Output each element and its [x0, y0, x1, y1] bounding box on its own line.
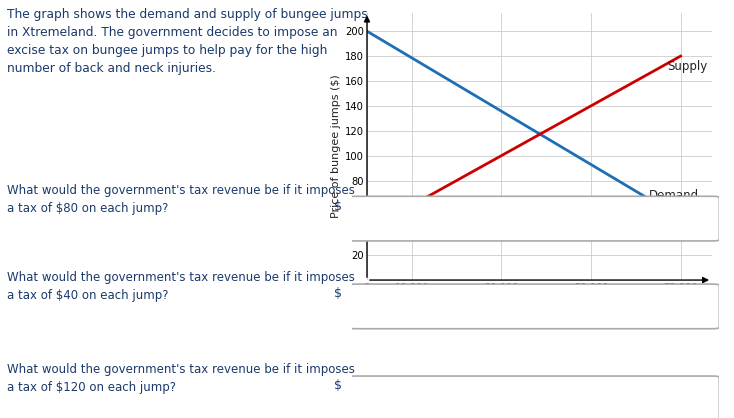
Text: What would the government's tax revenue be if it imposes
a tax of $40 on each ju: What would the government's tax revenue …: [7, 271, 355, 302]
Text: Supply: Supply: [667, 59, 708, 73]
Text: What would the government's tax revenue be if it imposes
a tax of $120 on each j: What would the government's tax revenue …: [7, 363, 355, 394]
FancyBboxPatch shape: [349, 284, 719, 329]
X-axis label: Quantity of bungee jumps: Quantity of bungee jumps: [467, 297, 612, 307]
Text: $: $: [334, 287, 341, 301]
FancyBboxPatch shape: [349, 196, 719, 241]
FancyBboxPatch shape: [349, 376, 719, 418]
Text: $: $: [334, 379, 341, 393]
Text: The graph shows the demand and supply of bungee jumps
in Xtremeland. The governm: The graph shows the demand and supply of…: [7, 8, 368, 75]
Y-axis label: Price of bungee jumps ($): Price of bungee jumps ($): [331, 74, 341, 218]
Text: Demand: Demand: [650, 189, 700, 202]
Text: $: $: [334, 199, 341, 213]
Text: What would the government's tax revenue be if it imposes
a tax of $80 on each ju: What would the government's tax revenue …: [7, 184, 355, 214]
